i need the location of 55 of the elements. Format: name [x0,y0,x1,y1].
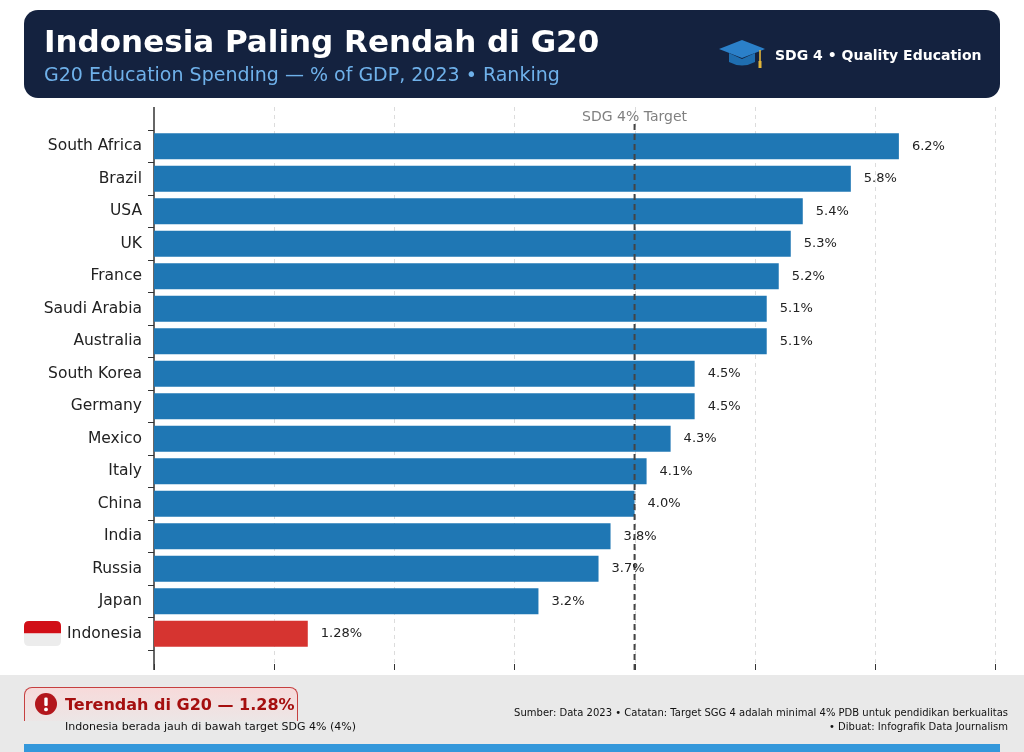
data-label: 3.7% [611,560,645,576]
data-label: 4.0% [647,495,681,511]
text: Sumber: Data 2023 • Catatan: Target SGG 4 adalah minimal 4% PDB untuk pendidikan berkualitas • Dibuat: Infografik Data Journalism [514,706,1008,734]
bar [154,263,779,290]
y-tick-label: Saudi Arabia [43,298,142,317]
data-label: 4.5% [707,365,741,381]
data-label: 5.1% [779,332,813,348]
data-label: 5.2% [791,267,825,283]
bar [154,555,599,582]
y-tick-label: Brazil [98,168,142,187]
bar [154,490,635,517]
y-tick-label: Italy [108,461,142,480]
chart-title: Indonesia Paling Rendah di G20 [44,23,600,59]
data-label: 5.3% [803,235,837,251]
y-tick-label: Germany [70,396,142,415]
data-label: 4.5% [707,397,741,413]
text: Indonesia berada jauh di bawah target SDG 4% (4%) [65,720,357,733]
y-tick-label: South Africa [47,136,142,155]
y-tick-label: Australia [73,331,142,350]
y-tick-label: Russia [92,558,142,577]
y-tick-label: India [103,526,142,545]
bar [154,425,671,452]
bar [154,360,695,387]
bar [154,198,803,225]
y-tick-label: China [97,493,142,512]
y-tick-label: Japan [97,591,142,610]
bar [154,393,695,420]
data-label: 1.28% [320,625,363,641]
bar [154,588,539,615]
data-label: 4.3% [683,430,717,446]
y-tick-label: France [90,266,142,285]
data-label: 5.8% [863,170,897,186]
data-label: 6.2% [911,137,945,153]
data-label: 5.4% [815,202,849,218]
data-label: 3.2% [551,592,585,608]
bar [154,165,851,192]
chart-subtitle: G20 Education Spending — % of GDP, 2023 • Ranking [44,63,560,85]
y-tick-label: USA [109,201,143,220]
ref-line-label: SDG 4% Target [582,108,688,124]
data-label: 4.1% [659,462,693,478]
data-label: 5.1% [779,300,813,316]
bar [154,230,791,257]
y-tick-label: Indonesia [67,623,142,642]
data-label: 3.8% [623,527,657,543]
y-tick-label: South Korea [48,363,142,382]
y-tick-label: UK [120,233,143,252]
bar [154,458,647,485]
bar [154,295,767,322]
bar [154,620,308,647]
y-tick-label: Mexico [87,428,142,447]
text: Terendah di G20 — 1.28% [65,695,295,714]
bar [154,133,899,160]
text: SDG 4 • Quality Education [775,47,982,63]
bar [154,523,611,550]
bar [154,328,767,355]
